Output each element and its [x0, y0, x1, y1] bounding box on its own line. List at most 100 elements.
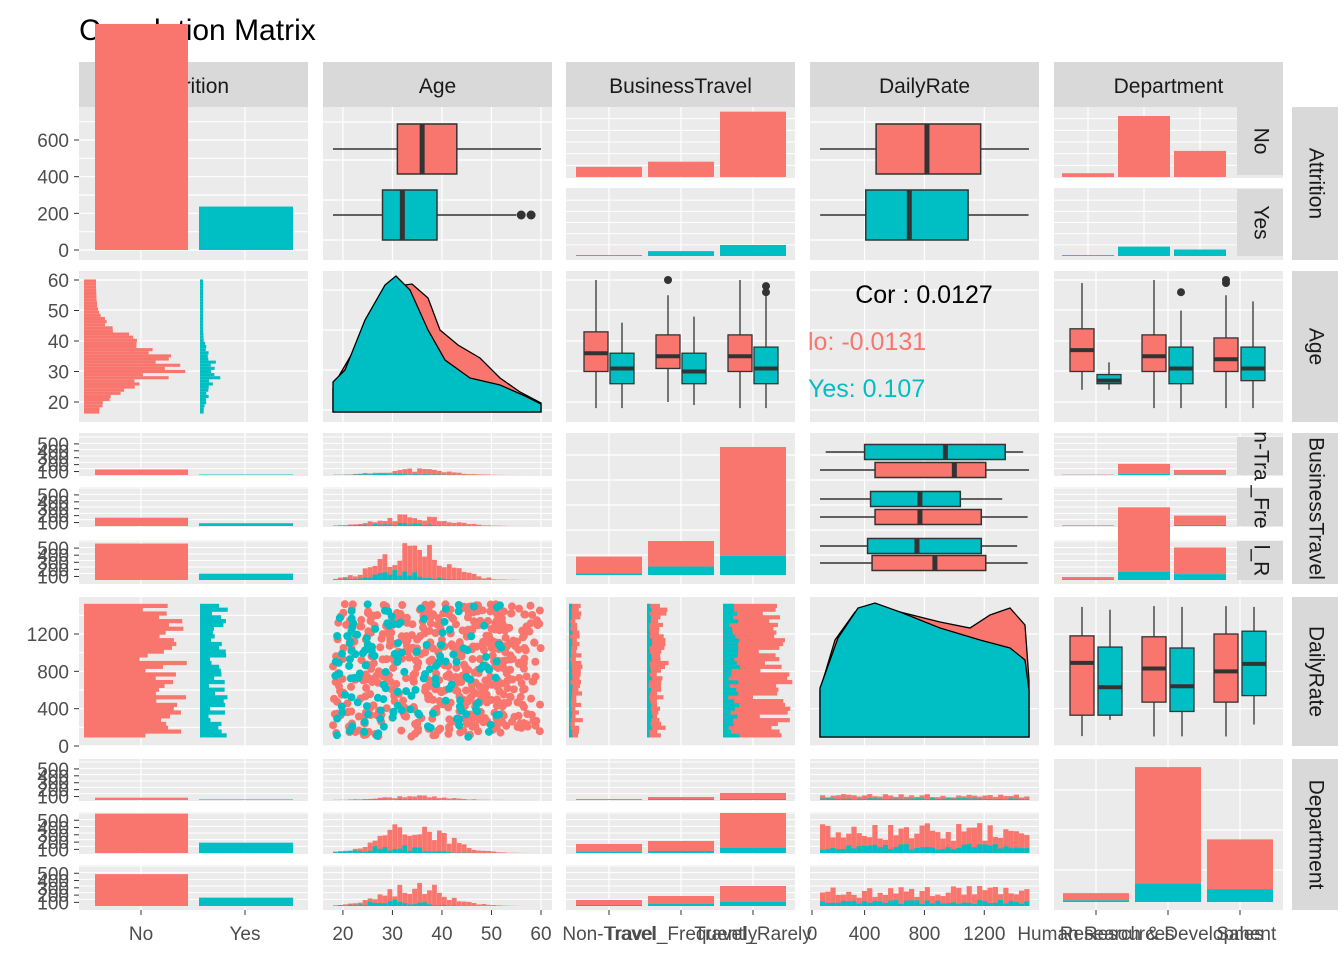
dailyrate-dept-hist-no [867, 888, 873, 906]
scatter-point-yes [466, 675, 475, 684]
dailyrate-dept-hist-no [1024, 889, 1030, 906]
dailyrate-travel-hist-yes [647, 664, 651, 669]
y-tick-label: 400 [37, 819, 69, 840]
dailyrate-travel-hist-no [569, 638, 577, 643]
scatter-point-no [494, 700, 503, 709]
dailyrate-hist-yes [200, 668, 221, 673]
dailyrate-travel-hist-no [647, 626, 660, 631]
dailyrate-hist-no [84, 619, 183, 624]
dailyrate-dept-hist-no [835, 832, 841, 853]
dailyrate-dept-hist-no [840, 794, 847, 800]
dailyrate-travel-hist-yes [723, 664, 741, 669]
age-hist-no [84, 398, 110, 402]
scatter-point-no [463, 613, 472, 622]
scatter-point-yes [482, 652, 491, 661]
age-hist-no [84, 335, 134, 339]
x-tick-label: 50 [481, 924, 502, 945]
age-hist-yes [200, 341, 206, 345]
dailyrate-travel-hist-no [723, 622, 779, 628]
dailyrate-dept-hist-no [977, 796, 983, 800]
scatter-point-no [526, 601, 535, 610]
dailyrate-dept-hist-yes [950, 849, 957, 853]
dailyrate-dept-hist-no [1008, 830, 1014, 853]
box-body [753, 346, 779, 385]
dailyrate-dept-hist-no [903, 796, 909, 800]
age-dept-hist-yes [417, 902, 422, 906]
age-dept-hist-yes [367, 850, 373, 853]
scatter-point-yes [432, 680, 441, 689]
scatter-point-yes [347, 607, 356, 616]
scatter-point-no [411, 656, 420, 665]
scatter-point-yes [360, 717, 369, 726]
dailyrate-travel-hist-no [569, 664, 583, 669]
dailyrate-travel-hist-no [723, 676, 788, 681]
scatter-point-no [335, 682, 344, 691]
scatter-point-yes [421, 670, 430, 679]
age-dept-hist-yes [367, 901, 373, 906]
age-dept-hist-no [342, 904, 348, 906]
dailyrate-travel-hist-no [569, 615, 581, 620]
age-dept-hist-yes [402, 903, 408, 906]
age-dept-hist-yes [347, 904, 353, 906]
dailyrate-dept-hist-no [898, 887, 904, 906]
scatter-point-yes [362, 702, 371, 711]
age-dept-hist-no [362, 900, 368, 906]
scatter-point-yes [333, 714, 342, 723]
dailyrate-travel-hist-no [647, 645, 665, 650]
dailyrate-dept-hist-no [893, 893, 899, 906]
scatter-point-yes [351, 650, 360, 659]
scatter-point-no [486, 600, 495, 609]
age-dept-hist-yes [357, 851, 363, 853]
age-hist-yes [200, 313, 204, 317]
row-strip-label: Department [1304, 780, 1327, 890]
dailyrate-hist-yes [200, 683, 209, 688]
dept-stacked-bar-no [1135, 767, 1201, 884]
scatter-point-yes [376, 714, 385, 723]
dailyrate-dept-hist-no [971, 795, 978, 800]
dailyrate-dept-hist-no [929, 830, 936, 853]
age-travel-hist-no [387, 472, 393, 475]
y-tick-label: 500 [37, 539, 69, 560]
dailyrate-dept-hist-no [840, 894, 847, 906]
age-dept-hist-yes [337, 905, 343, 906]
scatter-point-no [368, 678, 377, 687]
dailyrate-travel-hist-no [723, 683, 777, 688]
dailyrate-travel-hist-yes [723, 676, 729, 681]
y-tick-label: 400 [37, 493, 69, 514]
dailyrate-travel-hist-no [723, 653, 776, 658]
age-travel-hist-yes [392, 473, 398, 475]
scatter-point-no [483, 698, 492, 707]
scatter-point-yes [486, 720, 495, 729]
age-hist-yes [200, 366, 215, 370]
scatter-point-yes [331, 671, 340, 680]
scatter-point-no [413, 726, 422, 735]
age-hist-yes [200, 376, 221, 380]
dailyrate-dept-hist-yes [998, 848, 1004, 853]
scatter-point-yes [364, 710, 373, 719]
scatter-point-yes [485, 665, 494, 674]
scatter-point-yes [400, 667, 409, 676]
age-dept-hist-no [446, 843, 452, 853]
scatter-point-yes [431, 662, 440, 671]
age-travel-hist-no [441, 472, 447, 475]
age-hist-yes [200, 332, 204, 336]
facet-gap [323, 854, 552, 865]
age-travel-hist-yes [402, 523, 408, 526]
dailyrate-dept-hist-no [950, 886, 957, 906]
age-travel-hist-no [432, 469, 437, 475]
age-hist-no [84, 282, 97, 286]
y-tick-label: 500 [37, 811, 69, 832]
age-by-travel-box-no [727, 280, 753, 409]
dailyrate-dept-box-yes [1241, 606, 1267, 725]
dailyrate-travel-hist-no [647, 653, 661, 658]
dailyrate-travel-hist-yes [723, 641, 738, 647]
age-hist-no [84, 329, 113, 333]
dailyrate-travel-hist-yes [647, 615, 651, 620]
dailyrate-dept-hist-no [903, 827, 909, 853]
dailyrate-travel-hist-no [723, 630, 777, 635]
scatter-point-yes [454, 601, 463, 610]
dailyrate-travel-hist-no [647, 611, 667, 616]
dailyrate-dept-hist-no [893, 835, 899, 853]
dailyrate-hist-no [84, 725, 169, 730]
scatter-point-no [536, 644, 545, 653]
